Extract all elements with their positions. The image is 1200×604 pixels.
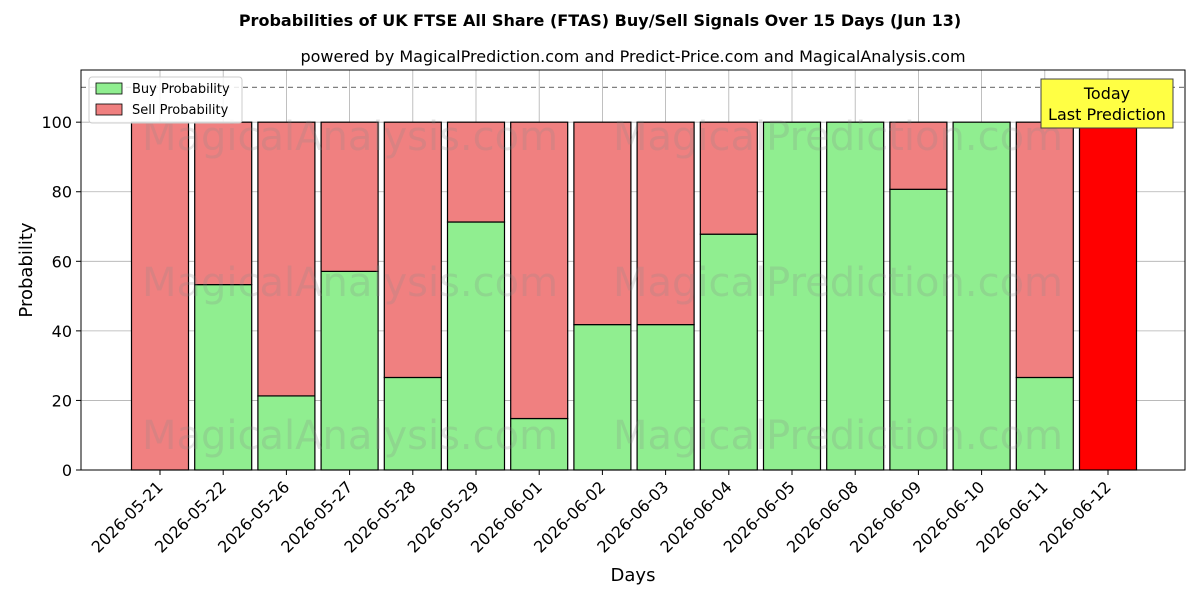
watermark-layer: MagicalAnalysis.com MagicalPrediction.com… <box>142 114 1063 459</box>
sell-bar <box>510 121 569 420</box>
y-tick-label: 0 <box>62 461 72 480</box>
today-annotation-box <box>1040 78 1174 129</box>
watermark-text: MagicalPrediction.com <box>613 413 1063 459</box>
y-tick-label: 80 <box>52 183 72 202</box>
legend: Buy Probability Sell Probability <box>88 76 243 124</box>
y-axis-label: Probability <box>16 222 37 317</box>
sell-bar <box>699 121 758 235</box>
sell-bar <box>194 121 253 286</box>
sell-bar <box>257 121 316 397</box>
buy-bar <box>952 121 1011 471</box>
buy-bar <box>762 121 822 471</box>
buy-bar <box>889 188 948 471</box>
legend-sell-swatch <box>95 103 123 116</box>
legend-buy-label: Buy Probability <box>132 82 230 97</box>
buy-bar <box>573 324 632 471</box>
sell-bar <box>446 121 506 223</box>
y-tick-label: 40 <box>52 322 72 341</box>
sell-bar <box>383 121 442 379</box>
watermark-text: MagicalAnalysis.com <box>142 413 558 459</box>
y-tick-label: 100 <box>41 113 72 132</box>
buy-bar <box>257 395 316 471</box>
sell-bar <box>573 121 632 326</box>
sell-bar <box>320 121 379 272</box>
buy-bar <box>636 324 695 471</box>
y-tick-label: 60 <box>52 252 72 271</box>
legend-buy-swatch <box>95 82 123 95</box>
sell-bar <box>1015 121 1074 379</box>
legend-frame <box>88 76 243 124</box>
today-annotation: Today Last Prediction <box>1040 78 1174 129</box>
plot-frame <box>80 69 1186 471</box>
watermark-text: MagicalPrediction.com <box>613 260 1063 306</box>
y-tick-label: 20 <box>52 391 72 410</box>
sell-bar <box>889 121 948 190</box>
watermark-text: MagicalAnalysis.com <box>142 260 558 306</box>
today-annotation-line2: Last Prediction <box>1048 105 1166 124</box>
buy-bar <box>1015 376 1074 471</box>
chart-title: Probabilities of UK FTSE All Share (FTAS… <box>239 11 961 30</box>
today-annotation-line1: Today <box>1083 84 1130 103</box>
x-axis-label: Days <box>611 565 656 586</box>
buy-bar <box>383 376 442 471</box>
bars-layer <box>81 86 1185 471</box>
sell-bar <box>636 121 695 326</box>
chart-subtitle: powered by MagicalPrediction.com and Pre… <box>300 47 965 66</box>
watermark-text: MagicalPrediction.com <box>613 114 1063 160</box>
buy-bar <box>826 121 885 471</box>
today-bar <box>1078 121 1138 471</box>
legend-sell-label: Sell Probability <box>132 103 229 118</box>
